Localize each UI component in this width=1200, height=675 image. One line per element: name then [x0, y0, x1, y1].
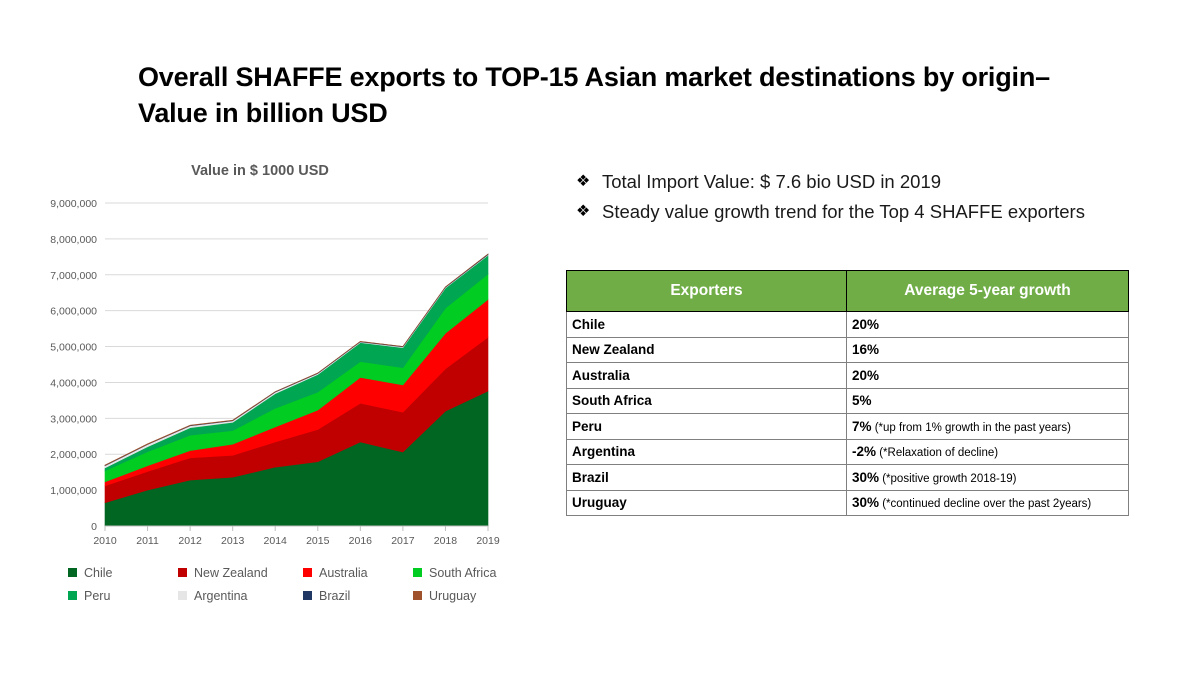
legend-swatch-icon: [303, 568, 312, 577]
legend-item[interactable]: Argentina: [178, 584, 303, 607]
x-tick-label: 2014: [264, 535, 288, 547]
bullet-list: ❖ Total Import Value: $ 7.6 bio USD in 2…: [576, 168, 1156, 227]
cell-exporter: Uruguay: [566, 489, 847, 516]
y-tick-label: 8,000,000: [50, 234, 97, 246]
y-tick-label: 4,000,000: [50, 377, 97, 389]
cell-growth: 30% (*continued decline over the past 2y…: [846, 489, 1129, 516]
x-tick-label: 2010: [93, 535, 117, 547]
chart-legend: Chile New Zealand Australia South Africa Per…: [68, 561, 508, 607]
area-series-uruguay: [104, 253, 489, 466]
cell-growth: 5%: [846, 387, 1129, 414]
table-row: Uruguay 30% (*continued decline over the …: [566, 489, 1129, 516]
legend-label: Peru: [84, 588, 111, 603]
y-tick-label: 1,000,000: [50, 485, 97, 497]
legend-item[interactable]: Peru: [68, 584, 178, 607]
y-tick-label: 2,000,000: [50, 449, 97, 461]
cell-growth: 30% (*positive growth 2018-19): [846, 464, 1129, 491]
cell-growth-note: (*up from 1% growth in the past years): [871, 421, 1071, 434]
x-tick-label: 2015: [306, 535, 330, 547]
cell-exporter: South Africa: [566, 387, 847, 414]
legend-swatch-icon: [68, 568, 77, 577]
legend-swatch-icon: [303, 591, 312, 600]
y-tick-label: 3,000,000: [50, 413, 97, 425]
cell-exporter: Brazil: [566, 464, 847, 491]
table-row: Australia 20%: [566, 362, 1129, 389]
y-tick-label: 5,000,000: [50, 342, 97, 354]
x-axis: 2010 2011 2012 2013 2014 2015 2016 2017 2018 2019: [93, 525, 500, 547]
column-header-growth: Average 5-year growth: [846, 270, 1129, 312]
chart-svg: 0 1,000,000 2,000,000 3,000,000 4,000,000 5,0…: [50, 198, 500, 547]
legend-label: Argentina: [194, 588, 248, 603]
cell-exporter: Chile: [566, 311, 847, 338]
legend-item[interactable]: South Africa: [413, 561, 508, 584]
legend-label: New Zealand: [194, 565, 268, 580]
list-item: ❖ Total Import Value: $ 7.6 bio USD in 2…: [576, 168, 1156, 197]
table-header-row: Exporters Average 5-year growth: [566, 270, 1129, 312]
cell-exporter: Australia: [566, 362, 847, 389]
series-areas: [104, 253, 489, 527]
legend-item[interactable]: Brazil: [303, 584, 413, 607]
y-tick-label: 6,000,000: [50, 306, 97, 318]
stacked-area-chart: Value in $ 1000 USD 0 1,000,000 2,000,000 3…: [40, 163, 510, 608]
table-row: Brazil 30% (*positive growth 2018-19): [566, 464, 1129, 491]
cell-exporter: New Zealand: [566, 336, 847, 363]
chart-title: Value in $ 1000 USD: [191, 163, 329, 179]
cell-growth: 20%: [846, 362, 1129, 389]
cell-growth-note: (*Relaxation of decline): [876, 447, 999, 460]
cell-growth: 16%: [846, 336, 1129, 363]
table-row: Peru 7% (*up from 1% growth in the past y…: [566, 413, 1129, 440]
x-tick-label: 2012: [178, 535, 202, 547]
x-tick-label: 2016: [349, 535, 373, 547]
legend-label: Chile: [84, 565, 113, 580]
cell-growth-note: (*positive growth 2018-19): [879, 472, 1017, 485]
chart-plot-area: 0 1,000,000 2,000,000 3,000,000 4,000,000 5,0…: [40, 191, 510, 566]
legend-swatch-icon: [413, 591, 422, 600]
x-tick-label: 2017: [391, 535, 415, 547]
legend-label: Uruguay: [429, 588, 477, 603]
legend-item[interactable]: New Zealand: [178, 561, 303, 584]
legend-label: Australia: [319, 565, 368, 580]
growth-table: Exporters Average 5-year growth Chile 20%…: [566, 270, 1129, 516]
x-tick-label: 2011: [136, 535, 159, 547]
legend-swatch-icon: [178, 568, 187, 577]
diamond-bullet-icon: ❖: [576, 202, 591, 220]
table-row: Argentina -2% (*Relaxation of decline): [566, 438, 1129, 465]
legend-label: Brazil: [319, 588, 351, 603]
cell-growth-note: (*continued decline over the past 2years…: [879, 498, 1092, 511]
table-row: Chile 20%: [566, 311, 1129, 338]
bullet-text: Steady value growth trend for the Top 4 …: [602, 200, 1085, 222]
cell-growth: -2% (*Relaxation of decline): [846, 438, 1129, 465]
legend-swatch-icon: [413, 568, 422, 577]
x-tick-label: 2018: [434, 535, 458, 547]
legend-label: South Africa: [429, 565, 497, 580]
y-tick-label: 7,000,000: [50, 270, 97, 282]
column-header-exporters: Exporters: [566, 270, 847, 312]
list-item: ❖ Steady value growth trend for the Top …: [576, 198, 1156, 227]
table-row: New Zealand 16%: [566, 336, 1129, 363]
legend-item[interactable]: Chile: [68, 561, 178, 584]
table-body: Chile 20% New Zealand 16% Australia 20% South …: [566, 311, 1129, 516]
bullet-text: Total Import Value: $ 7.6 bio USD in 201…: [602, 171, 942, 192]
page-title: Overall SHAFFE exports to TOP-15 Asian m…: [138, 62, 1050, 128]
legend-swatch-icon: [178, 591, 187, 600]
cell-exporter: Argentina: [566, 438, 847, 465]
y-tick-label: 0: [91, 521, 97, 533]
cell-growth: 7% (*up from 1% growth in the past years…: [846, 413, 1129, 440]
x-tick-label: 2013: [221, 535, 245, 547]
cell-exporter: Peru: [566, 413, 847, 440]
y-tick-label: 9,000,000: [50, 198, 97, 210]
cell-growth: 20%: [846, 311, 1129, 338]
diamond-bullet-icon: ❖: [576, 173, 591, 190]
table-row: South Africa 5%: [566, 387, 1129, 414]
legend-item[interactable]: Australia: [303, 561, 413, 584]
legend-item[interactable]: Uruguay: [413, 584, 508, 607]
x-tick-label: 2019: [476, 535, 500, 547]
legend-swatch-icon: [68, 591, 77, 600]
